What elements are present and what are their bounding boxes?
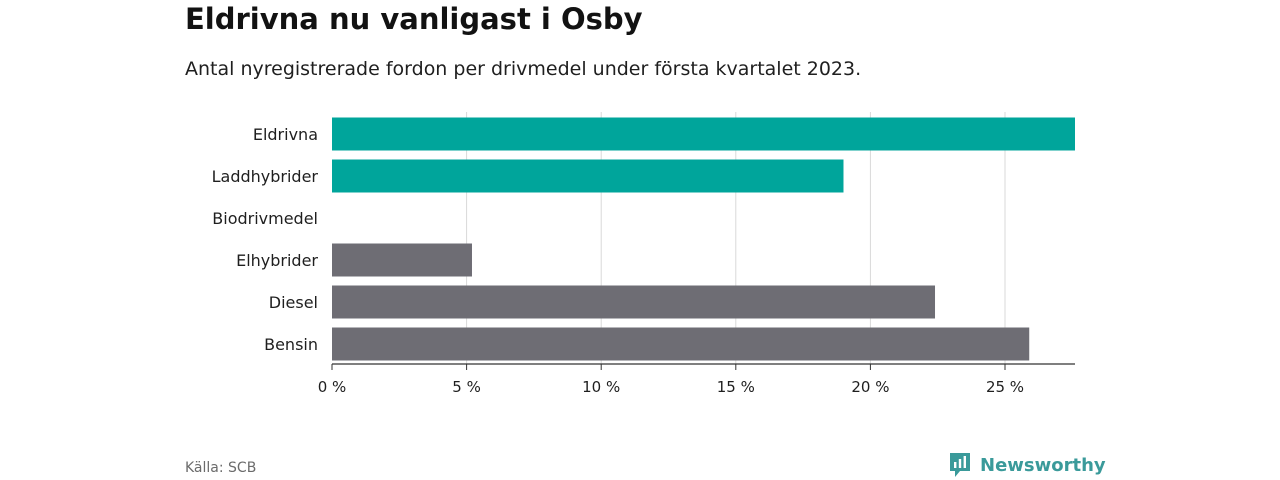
category-label: Eldrivna <box>253 125 318 144</box>
bar <box>332 327 1030 361</box>
category-labels: Eldrivna Laddhybrider Biodrivmedel Elhybrid… <box>212 125 319 354</box>
bar <box>332 117 1075 151</box>
x-axis: 0 % 5 % 10 % 15 % 20 % 25 % <box>318 363 1075 396</box>
chart-title: Eldrivna nu vanligast i Osby <box>185 2 643 36</box>
brand-logo[interactable]: Newsworthy <box>948 451 1106 479</box>
bar-chart: Eldrivna Laddhybrider Biodrivmedel Elhybrid… <box>212 112 1075 396</box>
newsworthy-logo-icon <box>950 453 970 477</box>
gridlines <box>466 112 1006 364</box>
x-tick-label: 20 % <box>851 378 889 396</box>
bar <box>332 243 472 277</box>
x-tick-label: 25 % <box>986 378 1024 396</box>
x-tick-label: 10 % <box>582 378 620 396</box>
category-label: Bensin <box>264 335 318 354</box>
bar <box>332 285 936 319</box>
category-label: Elhybrider <box>236 251 318 270</box>
chart-subtitle: Antal nyregistrerade fordon per drivmede… <box>185 58 862 80</box>
category-label: Laddhybrider <box>212 167 319 186</box>
x-tick-label: 15 % <box>717 378 755 396</box>
source-note: Källa: SCB <box>185 460 257 476</box>
x-tick-label: 0 % <box>318 378 347 396</box>
x-tick-label: 5 % <box>452 378 481 396</box>
bars <box>332 117 1075 361</box>
category-label: Diesel <box>269 293 318 312</box>
brand-name: Newsworthy <box>980 454 1106 476</box>
bar <box>332 159 844 193</box>
category-label: Biodrivmedel <box>212 209 318 228</box>
